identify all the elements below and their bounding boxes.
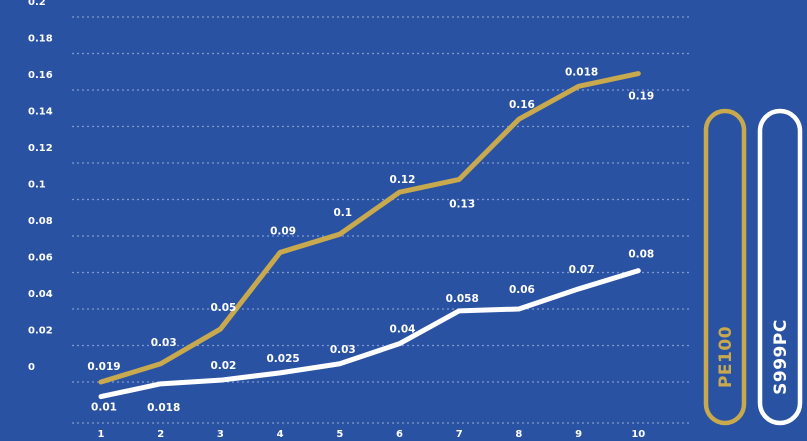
series-line-s999pc (98, 268, 641, 400)
x-tick-label: 1 (98, 429, 105, 440)
data-label: 0.07 (569, 264, 595, 276)
grid-lines (72, 16, 692, 424)
data-labels: 0.019 0.03 0.05 0.09 0.1 0.12 0.13 0.16 0.018 0.1… (87, 66, 654, 413)
data-label: 0.06 (509, 284, 535, 296)
data-label: 0.058 (446, 293, 479, 305)
x-tick-label: 2 (157, 429, 164, 440)
data-label: 0.16 (509, 99, 535, 111)
data-label: 0.018 (147, 402, 180, 414)
data-label: 0.05 (210, 302, 236, 314)
x-tick-label: 7 (456, 429, 463, 440)
data-label: 0.02 (210, 360, 236, 372)
x-tick-label: 8 (515, 429, 522, 440)
data-label: 0.025 (266, 353, 299, 365)
y-tick-label: 0.06 (28, 253, 53, 264)
y-tick-label: 0.2 (28, 0, 46, 8)
legend-swatch-pe100 (703, 108, 747, 426)
data-label: 0.08 (628, 249, 654, 261)
data-label: 0.1 (333, 207, 352, 219)
data-label: 0.04 (390, 324, 416, 336)
y-tick-label: 0.12 (28, 143, 53, 154)
series-line-pe100 (98, 71, 641, 385)
data-label: 0.018 (565, 66, 598, 78)
x-tick-label: 9 (575, 429, 582, 440)
x-tick-label: 10 (631, 429, 645, 440)
data-label: 0.03 (151, 337, 177, 349)
x-tick-label: 3 (217, 429, 224, 440)
x-tick-label: 5 (336, 429, 343, 440)
y-tick-label: 0.18 (28, 34, 53, 45)
data-label: 0.09 (270, 225, 296, 237)
y-tick-label: 0.1 (28, 180, 46, 191)
y-tick-label: 0.14 (28, 107, 53, 118)
y-tick-label: 0.04 (28, 289, 53, 300)
data-label: 0.13 (449, 198, 475, 210)
legend-label-s999pc: S999PC (771, 319, 791, 395)
x-tick-label: 6 (396, 429, 403, 440)
y-axis: 0 0.02 0.04 0.06 0.08 0.1 0.12 0.14 0.16 0.18 0.2 (28, 0, 53, 373)
data-label: 0.19 (628, 91, 654, 103)
series-lines (98, 71, 641, 400)
x-tick-label: 4 (277, 429, 284, 440)
legend: PE100 S999PC (703, 108, 803, 426)
legend-swatch-s999pc (757, 108, 803, 426)
legend-label-pe100: PE100 (716, 326, 736, 388)
data-label: 0.019 (87, 361, 120, 373)
data-label: 0.12 (390, 174, 416, 186)
y-tick-label: 0.08 (28, 216, 53, 227)
y-tick-label: 0.02 (28, 326, 53, 337)
y-tick-label: 0 (28, 362, 35, 373)
data-label: 0.01 (91, 402, 117, 414)
y-tick-label: 0.16 (28, 70, 53, 81)
x-axis: 1 2 3 4 5 6 7 8 9 10 (98, 429, 646, 440)
data-label: 0.03 (330, 344, 356, 356)
